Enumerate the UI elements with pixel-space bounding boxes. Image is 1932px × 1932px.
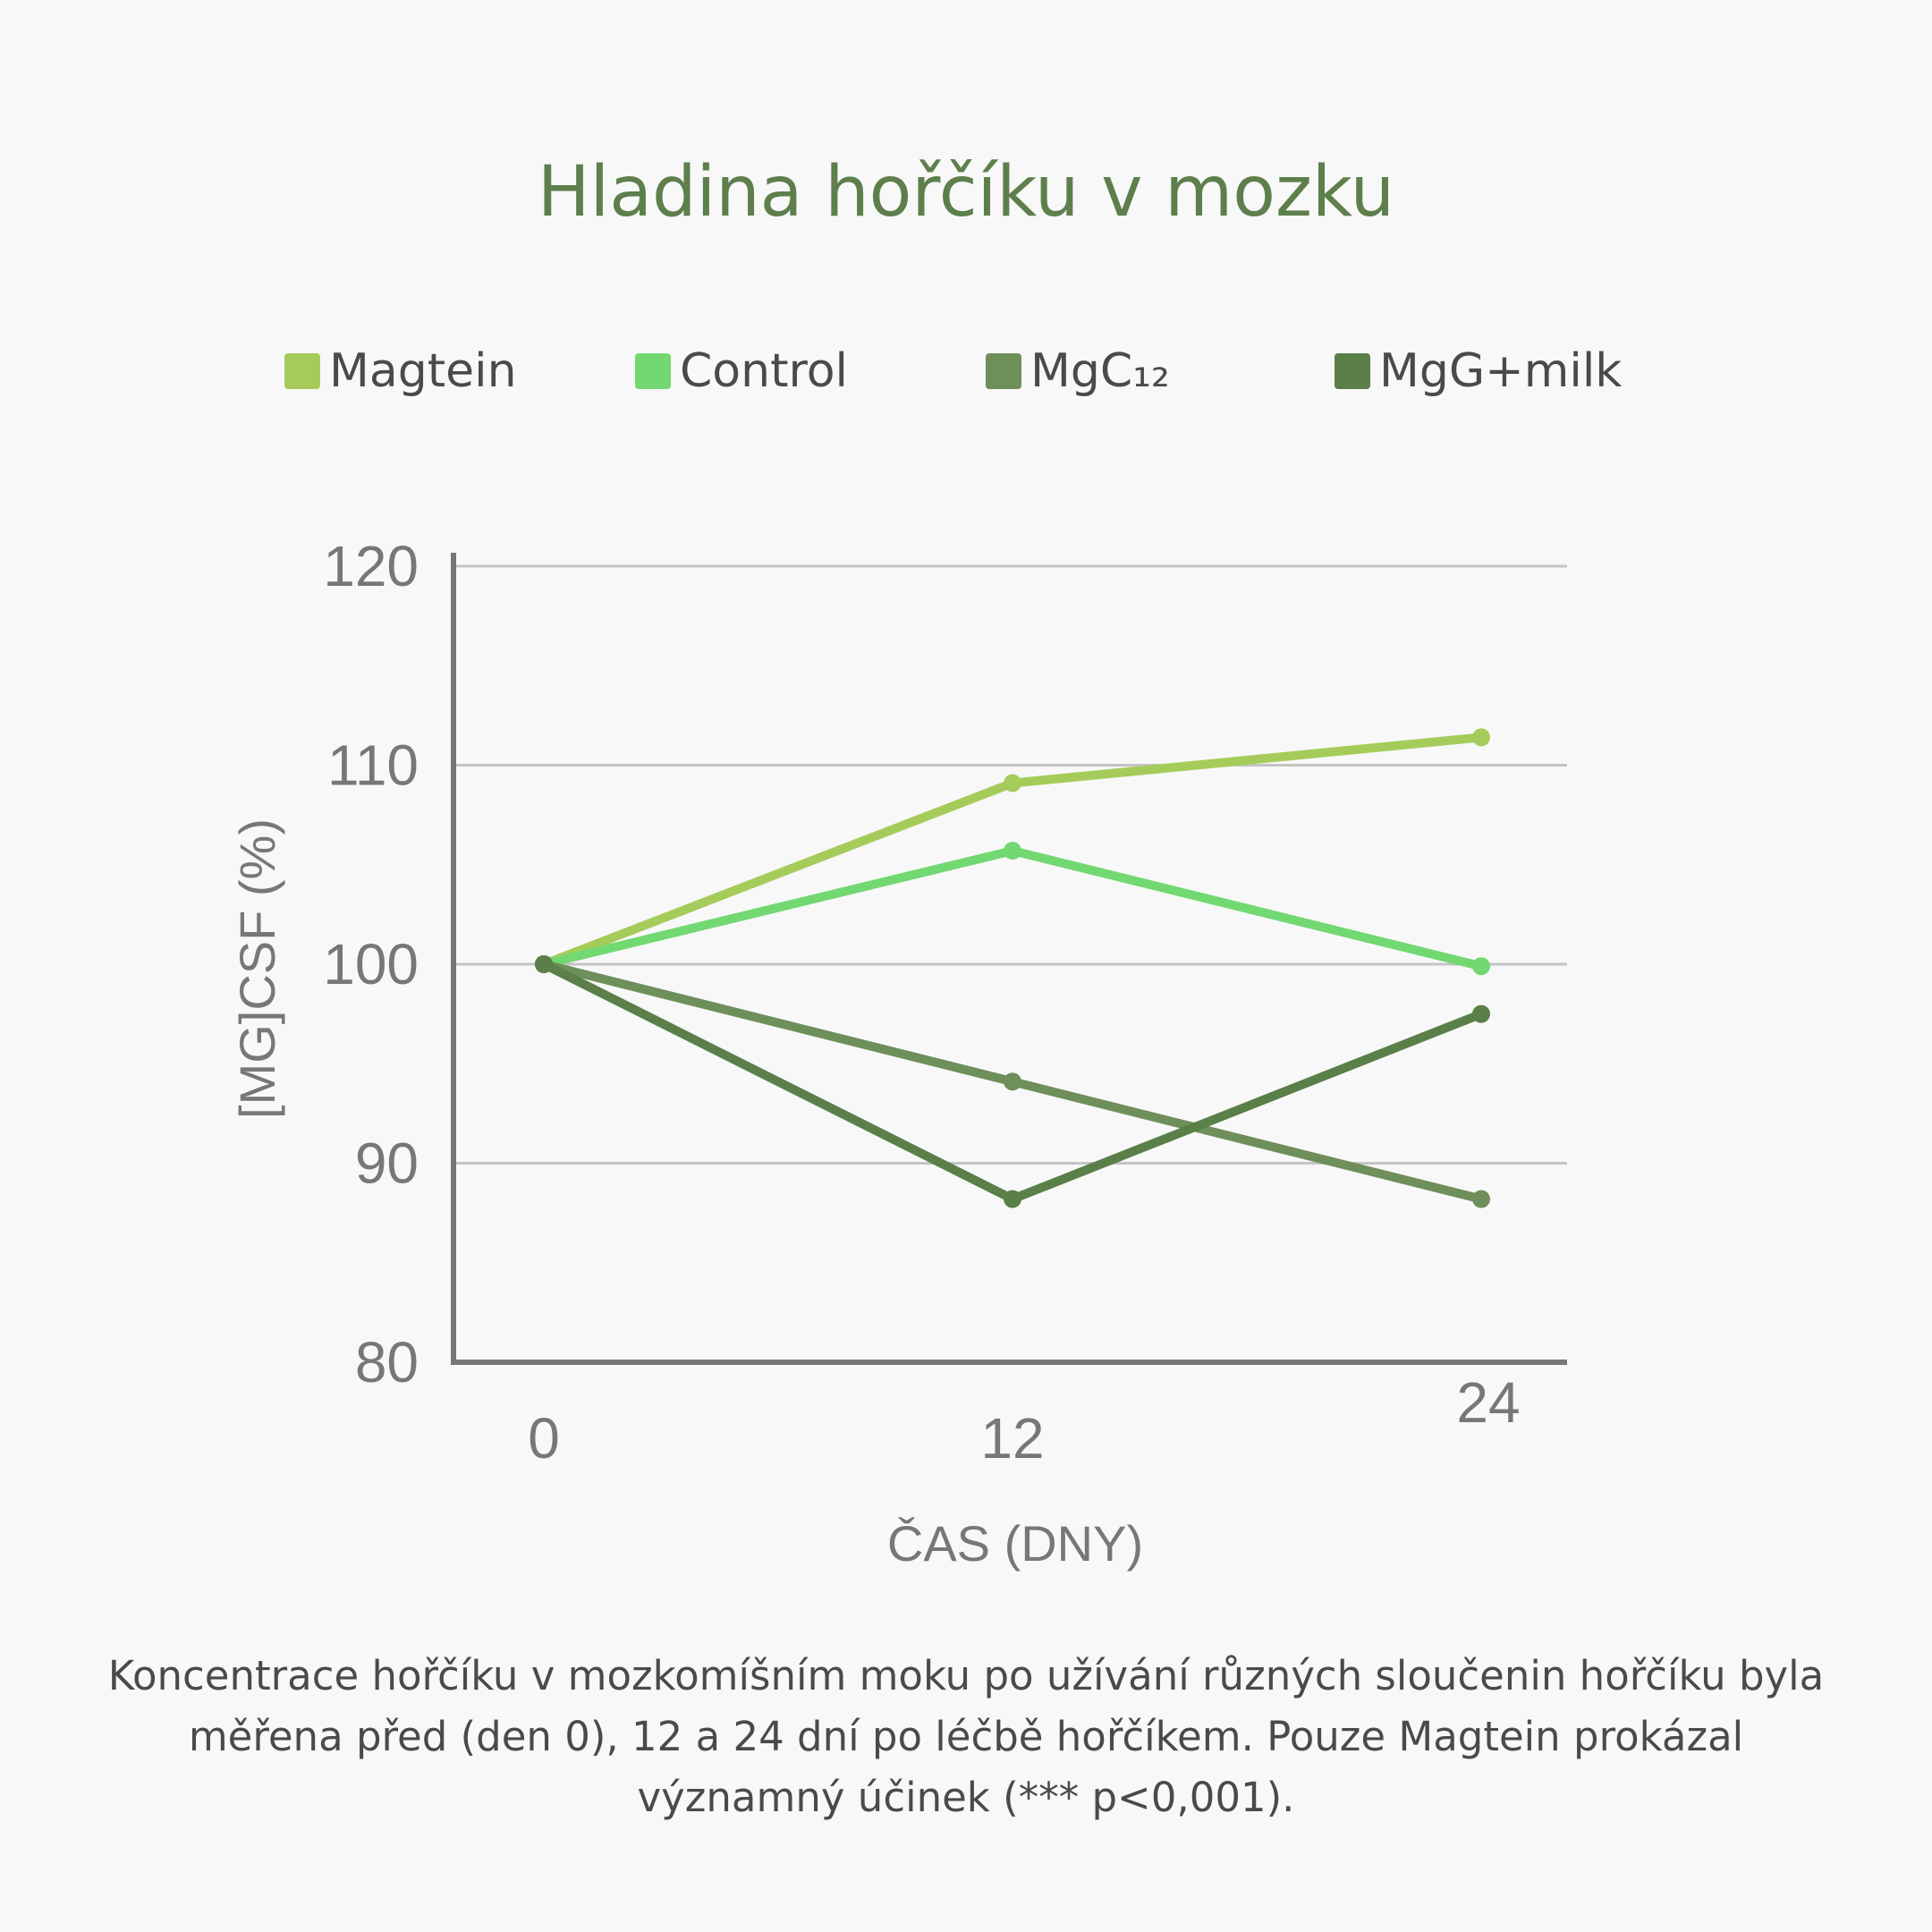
data-point-mgg-milk (1004, 1190, 1021, 1208)
legend: Magtein Control MgC₁₂ MgG+milk (0, 344, 1932, 398)
series-lines (535, 728, 1490, 1208)
legend-label-magtein: Magtein (329, 344, 517, 398)
legend-item-magtein: Magtein (284, 344, 517, 398)
legend-item-control: Control (635, 344, 848, 398)
legend-swatch-control (635, 353, 671, 389)
y-tick-label: 120 (323, 534, 419, 598)
data-point-mgc- (1004, 1072, 1021, 1091)
legend-item-mgg-milk: MgG+milk (1335, 344, 1622, 398)
chart-title: Hladina hořčíku v mozku (537, 152, 1395, 233)
data-point-mgg-milk (1472, 1004, 1490, 1023)
axes (451, 553, 1567, 1365)
legend-label-mgc12: MgC₁₂ (1030, 344, 1170, 398)
grid-lines (453, 564, 1567, 1165)
x-tick-label: 0 (528, 1406, 560, 1470)
data-point-magtein (1472, 728, 1490, 747)
chart-caption: Koncentrace hořčíku v mozkomíšním moku p… (107, 1652, 1825, 1821)
legend-swatch-magtein (284, 353, 320, 389)
legend-item-mgc12: MgC₁₂ (986, 344, 1170, 398)
y-tick-labels: 80 90 100 110 120 (323, 534, 419, 1394)
y-tick-label: 90 (355, 1131, 419, 1196)
x-tick-labels: 0 12 24 (528, 1370, 1520, 1470)
data-point-mgg-milk (535, 955, 553, 973)
data-point-control (1472, 957, 1490, 976)
y-axis-title: [MG]CSF (%) (229, 818, 285, 1119)
data-point-mgc- (1472, 1190, 1490, 1208)
legend-label-control: Control (680, 344, 848, 398)
data-point-control (1004, 842, 1021, 860)
x-axis-title: ČAS (DNY) (887, 1515, 1143, 1572)
y-tick-label: 80 (355, 1330, 419, 1394)
x-tick-label: 24 (1456, 1370, 1520, 1435)
data-point-magtein (1004, 774, 1021, 792)
legend-swatch-mgc12 (986, 353, 1021, 389)
legend-swatch-mgg-milk (1335, 353, 1370, 389)
y-tick-label: 110 (327, 733, 419, 798)
legend-label-mgg-milk: MgG+milk (1379, 344, 1623, 398)
x-tick-label: 12 (980, 1406, 1044, 1470)
y-tick-label: 100 (323, 932, 419, 996)
